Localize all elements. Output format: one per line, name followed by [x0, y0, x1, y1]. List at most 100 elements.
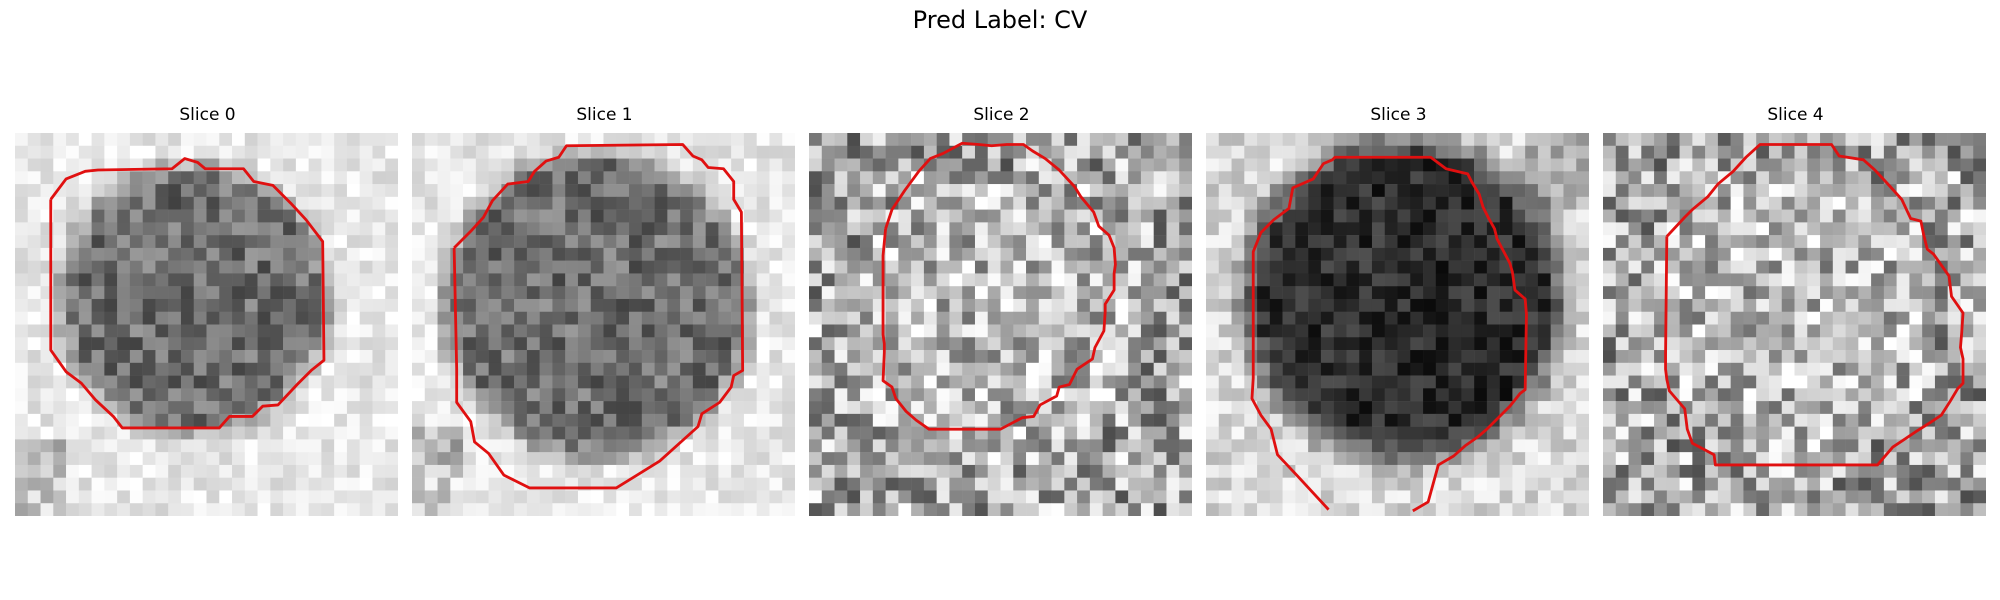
slice-pixel — [667, 184, 681, 198]
slice-pixel — [539, 171, 553, 185]
slice-pixel — [1756, 426, 1770, 440]
slice-pixel — [372, 298, 386, 312]
slice-pixel — [1960, 286, 1974, 300]
slice-pixel — [1537, 247, 1551, 261]
slice-pixel — [270, 235, 284, 249]
slice-pixel — [308, 247, 322, 261]
slice-pixel — [437, 133, 451, 147]
slice-pixel — [1153, 273, 1167, 287]
slice-pixel — [987, 401, 1001, 415]
slice-pixel — [1563, 490, 1577, 504]
slice-pixel — [705, 452, 719, 466]
slice-pixel — [1615, 426, 1629, 440]
slice-pixel — [270, 311, 284, 325]
slice-pixel — [629, 286, 643, 300]
slice-pixel — [1654, 464, 1668, 478]
slice-pixel — [257, 413, 271, 427]
slice-pixel — [475, 145, 489, 159]
slice-pixel — [117, 235, 131, 249]
slice-pixel — [616, 209, 630, 223]
slice-pixel — [1140, 452, 1154, 466]
slice-pixel — [1603, 260, 1617, 274]
slice-pixel — [1282, 222, 1296, 236]
slice-pixel — [1934, 209, 1948, 223]
slice-pixel — [488, 247, 502, 261]
slice-pixel — [1666, 184, 1680, 198]
slice-pixel — [1537, 350, 1551, 364]
slice-pixel — [1768, 273, 1782, 287]
slice-pixel — [885, 350, 899, 364]
slice-pixel — [501, 298, 515, 312]
slice-pixel — [385, 388, 398, 402]
slice-pixel — [424, 324, 438, 338]
slice-pixel — [1934, 298, 1948, 312]
slice-pixel — [1359, 324, 1373, 338]
slice-pixel — [1269, 247, 1283, 261]
slice-pixel — [1550, 196, 1564, 210]
slice-pixel — [1244, 375, 1258, 389]
slice-pixel — [168, 350, 182, 364]
slice-pixel — [1013, 247, 1027, 261]
slice-pixel — [565, 337, 579, 351]
slice-pixel — [1807, 286, 1821, 300]
slice-pixel — [1973, 477, 1986, 491]
slice-pixel — [155, 452, 169, 466]
slice-pixel — [692, 337, 706, 351]
slice-pixel — [577, 222, 591, 236]
slice-pixel — [1077, 311, 1091, 325]
slice-pixel — [1705, 209, 1719, 223]
slice-pixel — [1909, 324, 1923, 338]
slice-pixel — [270, 273, 284, 287]
slice-pixel — [860, 362, 874, 376]
slice-pixel — [1102, 477, 1116, 491]
slice-pixel — [437, 362, 451, 376]
slice-pixel — [847, 273, 861, 287]
slice-pixel — [1384, 273, 1398, 287]
slice-pixel — [244, 145, 258, 159]
slice-pixel — [1705, 273, 1719, 287]
slice-pixel — [680, 477, 694, 491]
slice-pixel — [346, 298, 360, 312]
slice-pixel — [1486, 452, 1500, 466]
slice-pixel — [1909, 388, 1923, 402]
slice-pixel — [936, 260, 950, 274]
slice-pixel — [1282, 145, 1296, 159]
slice-pixel — [270, 209, 284, 223]
slice-pixel — [1743, 298, 1757, 312]
slice-pixel — [1269, 133, 1283, 147]
slice-pixel — [104, 401, 118, 415]
slice-pixel — [1257, 298, 1271, 312]
slice-pixel — [936, 324, 950, 338]
slice-pixel — [142, 222, 156, 236]
slice-pixel — [1525, 477, 1539, 491]
slice-pixel — [1883, 273, 1897, 287]
slice-pixel — [1410, 375, 1424, 389]
slice-pixel — [526, 350, 540, 364]
slice-pixel — [385, 362, 398, 376]
slice-pixel — [667, 247, 681, 261]
slice-pixel — [821, 273, 835, 287]
slice-pixel — [346, 235, 360, 249]
slice-pixel — [743, 209, 757, 223]
slice-pixel — [1756, 401, 1770, 415]
slice-pixel — [488, 503, 502, 516]
slice-pixel — [692, 477, 706, 491]
slice-pixel — [782, 196, 795, 210]
slice-pixel — [283, 490, 297, 504]
slice-pixel — [1064, 286, 1078, 300]
slice-pixel — [53, 260, 67, 274]
slice-pixel — [283, 298, 297, 312]
slice-pixel — [1705, 439, 1719, 453]
slice-pixel — [91, 158, 105, 172]
slice-pixel — [539, 452, 553, 466]
slice-pixel — [1871, 286, 1885, 300]
slice-pixel — [629, 350, 643, 364]
slice-pixel — [1947, 375, 1961, 389]
slice-pixel — [1654, 388, 1668, 402]
slice-pixel — [1654, 350, 1668, 364]
slice-pixel — [1756, 375, 1770, 389]
slice-pixel — [1423, 184, 1437, 198]
slice-pixel — [501, 401, 515, 415]
slice-pixel — [1064, 260, 1078, 274]
slice-pixel — [1206, 413, 1220, 427]
